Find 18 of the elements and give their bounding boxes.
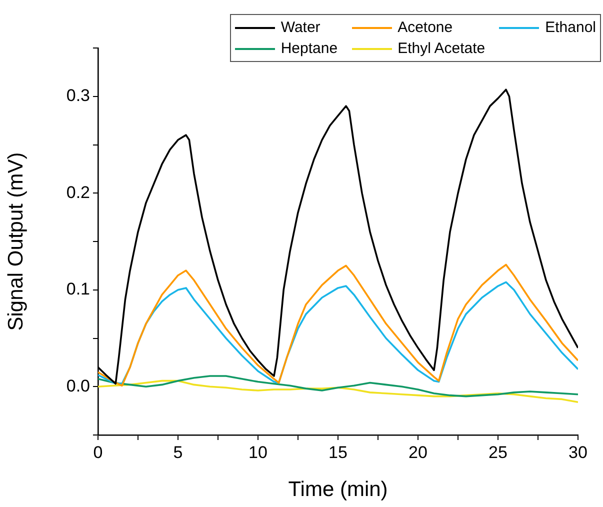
y-axis-title: Signal Output (mV) xyxy=(4,152,28,331)
legend-label: Acetone xyxy=(398,18,453,38)
x-tick-label: 5 xyxy=(173,442,183,462)
y-tick-label: 0.2 xyxy=(66,182,90,202)
x-tick-label: 25 xyxy=(488,442,508,462)
y-tick-label: 0.3 xyxy=(66,86,90,106)
x-tick-label: 10 xyxy=(248,442,268,462)
x-tick-label: 30 xyxy=(568,442,588,462)
x-tick-label: 15 xyxy=(328,442,348,462)
legend-label: Water xyxy=(280,18,320,38)
x-tick-label: 0 xyxy=(93,442,103,462)
y-tick-label: 0.1 xyxy=(66,280,90,299)
legend-label: Ethyl Acetate xyxy=(398,39,486,59)
x-axis-title: Time (min) xyxy=(288,478,388,502)
legend-label: Heptane xyxy=(280,39,338,59)
legend-label: Ethanol xyxy=(545,18,596,38)
y-tick-label: 0.0 xyxy=(66,376,90,396)
x-tick-label: 20 xyxy=(408,442,428,462)
